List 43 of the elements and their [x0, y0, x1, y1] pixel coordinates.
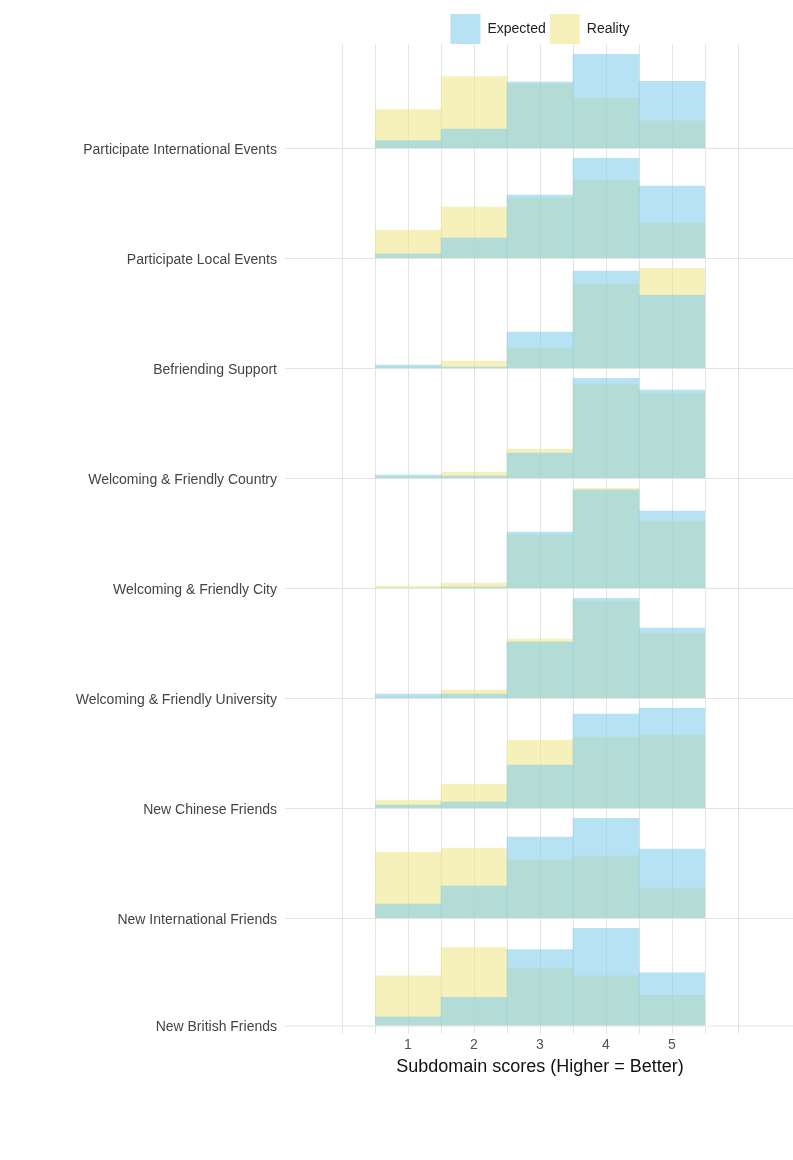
bar — [572, 713, 640, 808]
bar — [638, 972, 705, 1026]
bar — [375, 903, 442, 918]
x-tick-label: 4 — [602, 1035, 611, 1052]
bar — [375, 804, 442, 808]
bar — [572, 54, 640, 148]
bar — [572, 818, 640, 918]
y-axis-title: Welcoming & Friendly University — [75, 690, 277, 707]
bar — [440, 801, 508, 808]
bar — [440, 128, 508, 148]
x-tick-label: 2 — [470, 1035, 479, 1052]
bar — [506, 949, 574, 1026]
bar — [638, 80, 705, 148]
bar — [506, 331, 574, 368]
bar — [506, 764, 574, 808]
y-axis-title: New International Friends — [117, 910, 277, 927]
bar — [440, 693, 508, 698]
bar — [440, 237, 508, 258]
bar — [572, 928, 640, 1026]
y-axis-title: Welcoming & Friendly City — [113, 580, 277, 597]
bar — [638, 185, 705, 258]
bar — [440, 885, 508, 918]
bar — [375, 1016, 442, 1026]
x-axis-title: Subdomain scores (Higher = Better) — [396, 1056, 684, 1077]
x-tick-label: 5 — [668, 1035, 677, 1052]
y-axis-title: Participate Local Events — [126, 250, 277, 267]
bar — [638, 708, 705, 808]
y-axis-title: New British Friends — [155, 1018, 277, 1035]
x-tick-label: 1 — [404, 1035, 413, 1052]
y-axis-title: Participate International Events — [83, 140, 277, 157]
legend-label: Reality — [586, 19, 630, 36]
y-axis-title: Welcoming & Friendly Country — [88, 470, 277, 487]
y-axis-title: New Chinese Friends — [143, 800, 277, 817]
y-axis-title: Befriending Support — [153, 360, 278, 377]
bar — [638, 848, 705, 918]
bar — [638, 294, 705, 368]
x-tick-label: 3 — [536, 1035, 545, 1052]
bar — [375, 253, 442, 258]
bar — [440, 996, 508, 1026]
bar — [572, 158, 640, 258]
bar — [506, 836, 574, 918]
legend-label: Expected — [487, 19, 546, 36]
bar — [375, 140, 442, 148]
